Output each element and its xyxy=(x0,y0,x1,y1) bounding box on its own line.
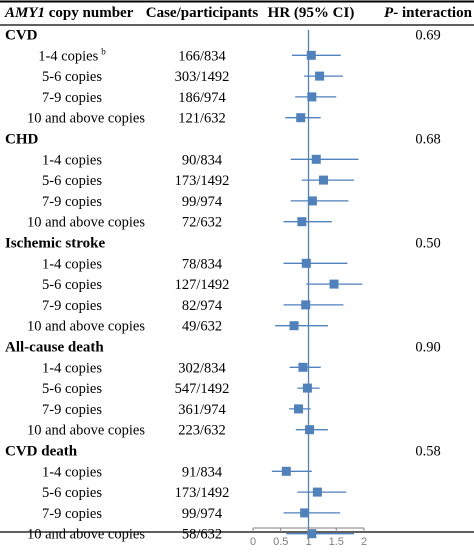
x-tick-label: 1 xyxy=(305,536,311,548)
p-interaction-value: 0.69 xyxy=(415,28,440,44)
group-label: CVD xyxy=(5,28,38,44)
row-cases: 91/834 xyxy=(182,464,223,480)
x-axis: 0 0.5 1 1.5 2 xyxy=(250,30,367,548)
hr-marker xyxy=(311,154,321,164)
row-label: 5-6 copies xyxy=(42,381,102,397)
hr-marker xyxy=(305,425,315,435)
hr-marker xyxy=(307,92,317,102)
header-gene: AMY1 xyxy=(4,5,45,21)
header-p-letter: P xyxy=(384,5,394,21)
row-label: 10 and above copies xyxy=(27,215,145,231)
footnote-marker: b xyxy=(101,46,106,56)
row-label: 5-6 copies xyxy=(42,485,102,501)
p-interaction-value: 0.58 xyxy=(415,444,440,460)
header-hr: HR (95% CI) xyxy=(268,5,355,21)
row-cases: 49/632 xyxy=(182,319,222,335)
hr-marker xyxy=(301,300,311,310)
p-interaction-value: 0.68 xyxy=(415,132,440,148)
hr-marker xyxy=(298,362,308,372)
row-label: 1-4 copies xyxy=(42,464,102,480)
p-interaction-value: 0.50 xyxy=(415,236,440,252)
row-label: 1-4 copies xyxy=(42,360,102,376)
hr-marker xyxy=(307,196,317,206)
row-label: 7-9 copies xyxy=(42,506,102,522)
header-copy-number: AMY1 copy number xyxy=(4,5,134,21)
row-label: 7-9 copies xyxy=(42,90,102,106)
row-cases: 127/1492 xyxy=(175,277,230,293)
hr-marker xyxy=(294,404,304,414)
row-label: 5-6 copies xyxy=(42,69,102,85)
hr-marker xyxy=(307,529,317,539)
row-cases: 173/1492 xyxy=(175,173,230,189)
row-label: 7-9 copies xyxy=(42,298,102,314)
row-cases: 99/974 xyxy=(182,506,223,522)
header-p-suffix: - interaction xyxy=(393,5,472,21)
row-label: 5-6 copies xyxy=(42,173,102,189)
row-cases: 223/632 xyxy=(178,423,226,439)
row-label: 1-4 copies b xyxy=(38,46,106,64)
row-label: 7-9 copies xyxy=(42,194,102,210)
hr-marker xyxy=(312,487,322,497)
group-label: CHD xyxy=(5,132,39,148)
hr-marker xyxy=(301,258,311,268)
row-label: 10 and above copies xyxy=(27,111,145,127)
row-label: 10 and above copies xyxy=(27,423,145,439)
row-label: 10 and above copies xyxy=(27,319,145,335)
hr-marker xyxy=(297,217,307,227)
hr-marker xyxy=(306,50,316,60)
group-label: Ischemic stroke xyxy=(5,236,105,252)
row-cases: 58/632 xyxy=(182,527,222,543)
group-label: All-cause death xyxy=(5,340,104,356)
row-label: 5-6 copies xyxy=(42,277,102,293)
hr-marker xyxy=(315,71,325,81)
row-cases: 303/1492 xyxy=(175,69,230,85)
hr-marker xyxy=(329,279,339,289)
row-label: 1-4 copies xyxy=(42,152,102,168)
row-cases: 547/1492 xyxy=(175,381,230,397)
row-cases: 361/974 xyxy=(178,402,226,418)
row-cases: 72/632 xyxy=(182,215,222,231)
header-p-interaction: P- interaction xyxy=(384,5,473,21)
row-label: 10 and above copies xyxy=(27,527,145,543)
x-tick-label: 0 xyxy=(250,536,256,548)
hr-marker xyxy=(302,383,312,393)
x-tick-label: 1.5 xyxy=(329,536,344,548)
row-cases: 186/974 xyxy=(178,90,226,106)
hr-marker xyxy=(300,508,310,518)
row-cases: 302/834 xyxy=(178,360,226,376)
x-tick-label: 2 xyxy=(361,536,367,548)
hr-marker xyxy=(296,113,306,123)
hr-marker xyxy=(281,466,291,476)
row-label: 1-4 copies xyxy=(42,256,102,272)
hr-marker xyxy=(318,175,328,185)
header-cases: Case/participants xyxy=(146,5,259,21)
row-cases: 78/834 xyxy=(182,256,223,272)
row-cases: 90/834 xyxy=(182,152,223,168)
x-tick-label: 0.5 xyxy=(273,536,288,548)
row-cases: 99/974 xyxy=(182,194,223,210)
row-label: 7-9 copies xyxy=(42,402,102,418)
group-label: CVD death xyxy=(5,444,78,460)
p-interaction-value: 0.90 xyxy=(415,340,440,356)
hr-marker xyxy=(289,321,299,331)
row-cases: 121/632 xyxy=(178,111,226,127)
row-cases: 166/834 xyxy=(178,48,226,64)
header-copy-number-suffix: copy number xyxy=(45,5,134,21)
row-cases: 173/1492 xyxy=(175,485,230,501)
row-cases: 82/974 xyxy=(182,298,223,314)
